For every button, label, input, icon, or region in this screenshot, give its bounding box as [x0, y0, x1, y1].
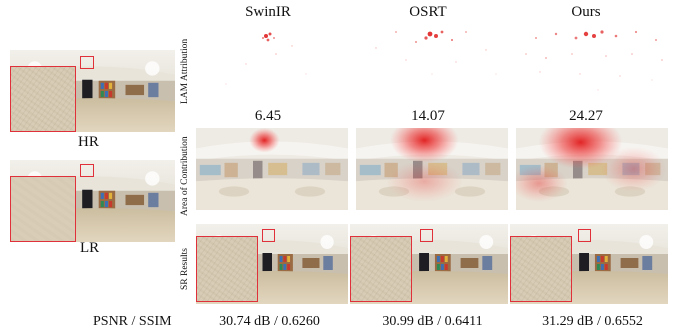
- lam-map-ours: [516, 24, 668, 104]
- metric-osrt: 30.99 dB / 0.6411: [382, 314, 483, 329]
- lam-map-swinir: [196, 24, 348, 104]
- col-title-swinir: SwinIR: [245, 4, 291, 20]
- area-map-swinir: [196, 128, 348, 210]
- sr-zoom-inset-swinir: [196, 236, 258, 302]
- hr-highlight-box: [80, 56, 94, 69]
- lr-zoom-inset: [10, 176, 76, 242]
- sr-highlight-box-swinir: [262, 229, 275, 242]
- sr-zoom-inset-ours: [510, 236, 572, 302]
- row-label-lam: LAM Attribution: [180, 38, 190, 104]
- sr-highlight-box-ours: [578, 229, 591, 242]
- col-title-ours: Ours: [571, 4, 601, 20]
- metrics-label: PSNR / SSIM: [93, 314, 172, 329]
- row-label-sr: SR Results: [180, 248, 190, 290]
- hr-zoom-inset: [10, 66, 76, 132]
- score-swinir: 6.45: [254, 108, 282, 124]
- col-title-osrt: OSRT: [409, 4, 447, 20]
- metric-swinir: 30.74 dB / 0.6260: [219, 314, 320, 329]
- area-map-ours: [516, 128, 668, 210]
- sr-highlight-box-osrt: [420, 229, 433, 242]
- metric-ours: 31.29 dB / 0.6552: [542, 314, 643, 329]
- lr-highlight-box: [80, 164, 94, 177]
- sr-zoom-inset-osrt: [350, 236, 412, 302]
- lam-map-osrt: [356, 24, 508, 104]
- score-osrt: 14.07: [411, 108, 445, 124]
- row-label-area: Area of Contribution: [180, 136, 190, 216]
- area-map-osrt: [356, 128, 508, 210]
- lr-label: LR: [80, 240, 100, 256]
- hr-label: HR: [78, 134, 99, 150]
- score-ours: 24.27: [569, 108, 603, 124]
